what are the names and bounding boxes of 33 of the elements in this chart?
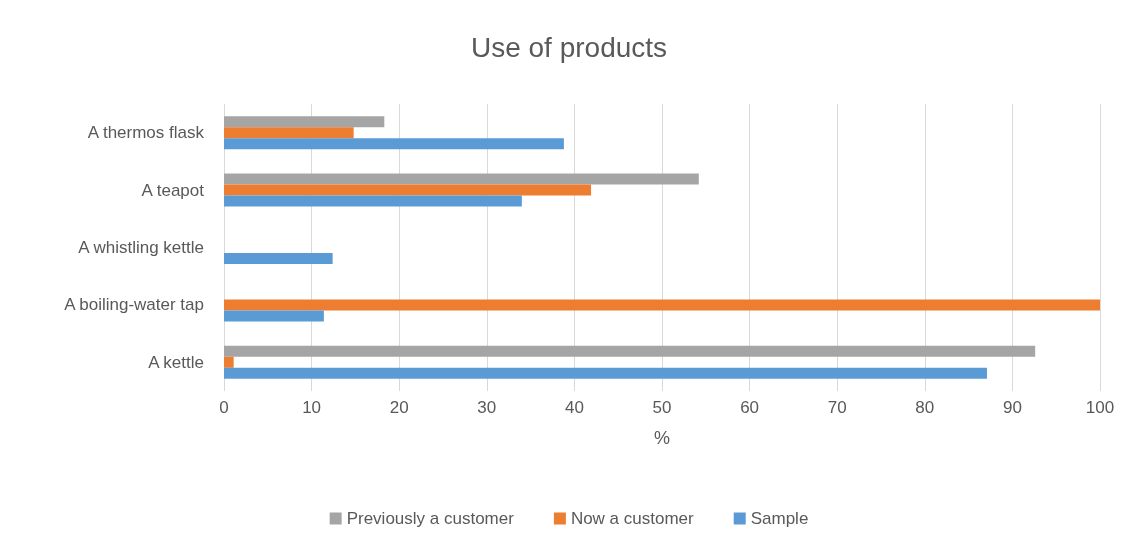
chart-title: Use of products bbox=[470, 31, 668, 63]
x-tick-label: 40 bbox=[564, 398, 584, 417]
bar bbox=[224, 356, 234, 368]
bar bbox=[224, 127, 354, 139]
y-tick-label: A boiling-water tap bbox=[64, 295, 204, 315]
legend-label: Now a customer bbox=[570, 509, 695, 528]
x-tick-label: 90 bbox=[1002, 398, 1022, 417]
bar bbox=[224, 173, 699, 185]
bar bbox=[224, 138, 564, 150]
bar bbox=[224, 299, 1100, 311]
bar bbox=[224, 310, 324, 322]
x-tick-label: 80 bbox=[915, 398, 935, 417]
x-tick-label: 50 bbox=[652, 398, 672, 417]
x-tick-label: 20 bbox=[389, 398, 409, 417]
bar bbox=[224, 195, 522, 207]
x-tick-label: 0 bbox=[219, 398, 229, 417]
y-tick-label: A thermos flask bbox=[87, 123, 205, 143]
bar bbox=[224, 184, 592, 196]
bar bbox=[224, 116, 385, 128]
legend-label: Previously a customer bbox=[346, 509, 515, 528]
x-tick-label: 10 bbox=[302, 398, 322, 417]
legend-label: Sample bbox=[750, 509, 809, 528]
x-tick-label: 70 bbox=[827, 398, 847, 417]
y-tick-label: A teapot bbox=[141, 180, 205, 200]
bar bbox=[224, 345, 1036, 357]
x-tick-label: 60 bbox=[740, 398, 760, 417]
y-tick-label: A kettle bbox=[148, 352, 204, 372]
bar bbox=[224, 253, 333, 264]
y-tick-label: A whistling kettle bbox=[78, 238, 204, 257]
x-axis-title: % bbox=[653, 428, 671, 448]
x-tick-label: 30 bbox=[477, 398, 497, 417]
x-tick-label: 100 bbox=[1085, 398, 1115, 417]
bar bbox=[224, 367, 987, 379]
